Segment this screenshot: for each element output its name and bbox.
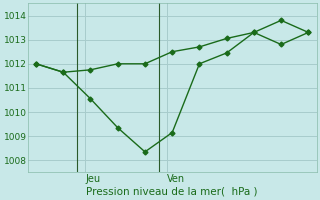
X-axis label: Pression niveau de la mer(  hPa ): Pression niveau de la mer( hPa ) [86,187,258,197]
